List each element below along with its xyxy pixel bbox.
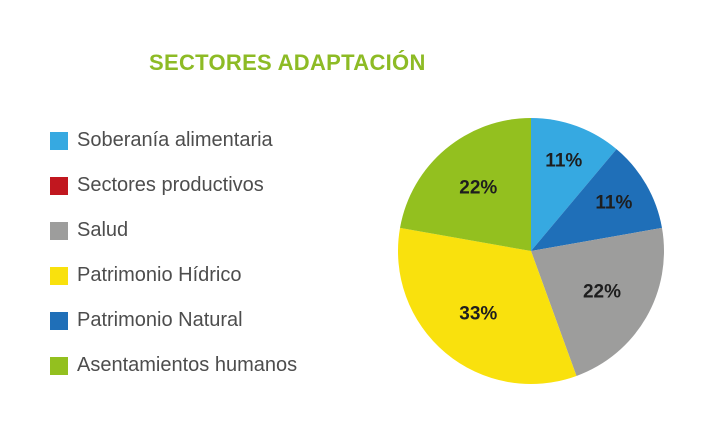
pie-data-label-3: 33% bbox=[459, 303, 497, 324]
pie-data-label-1: 11% bbox=[595, 193, 632, 214]
legend-label: Patrimonio Natural bbox=[77, 309, 243, 331]
legend-item-patrimonio-hidrico: Patrimonio Hídrico bbox=[50, 253, 297, 298]
pie-data-label-2: 22% bbox=[583, 282, 621, 303]
legend-item-asentamientos: Asentamientos humanos bbox=[50, 343, 297, 388]
pie-labels: 11% 11% 22% 33% 22% bbox=[459, 151, 632, 325]
legend-swatch bbox=[50, 266, 68, 285]
legend-item-sectores-productivos: Sectores productivos bbox=[50, 163, 297, 208]
pie-slices bbox=[397, 118, 665, 385]
legend-label: Sectores productivos bbox=[77, 174, 264, 196]
pie-data-label-4: 22% bbox=[459, 178, 497, 199]
legend-label: Asentamientos humanos bbox=[77, 354, 298, 376]
pie-slice-3 bbox=[397, 227, 577, 385]
legend-swatch bbox=[50, 176, 68, 195]
legend-label: Soberanía alimentaria bbox=[77, 129, 273, 151]
legend-swatch bbox=[50, 311, 68, 330]
legend-swatch bbox=[50, 221, 68, 240]
pie-data-label-0: 11% bbox=[545, 151, 582, 172]
legend-item-salud: Salud bbox=[50, 208, 297, 253]
legend-swatch bbox=[50, 356, 68, 375]
legend-label: Patrimonio Hídrico bbox=[77, 264, 242, 286]
legend-label: Salud bbox=[77, 219, 129, 241]
pie-slice-1 bbox=[531, 149, 662, 251]
legend: Soberanía alimentaria Sectores productiv… bbox=[50, 118, 297, 388]
legend-swatch bbox=[50, 131, 68, 150]
pie-slice-4 bbox=[400, 118, 531, 251]
legend-item-patrimonio-natural: Patrimonio Natural bbox=[50, 298, 297, 343]
pie-slice-2 bbox=[531, 227, 665, 376]
pie-slice-0 bbox=[531, 118, 617, 251]
legend-item-soberania: Soberanía alimentaria bbox=[50, 118, 297, 163]
chart-title: SECTORES ADAPTACIÓN bbox=[149, 50, 426, 75]
